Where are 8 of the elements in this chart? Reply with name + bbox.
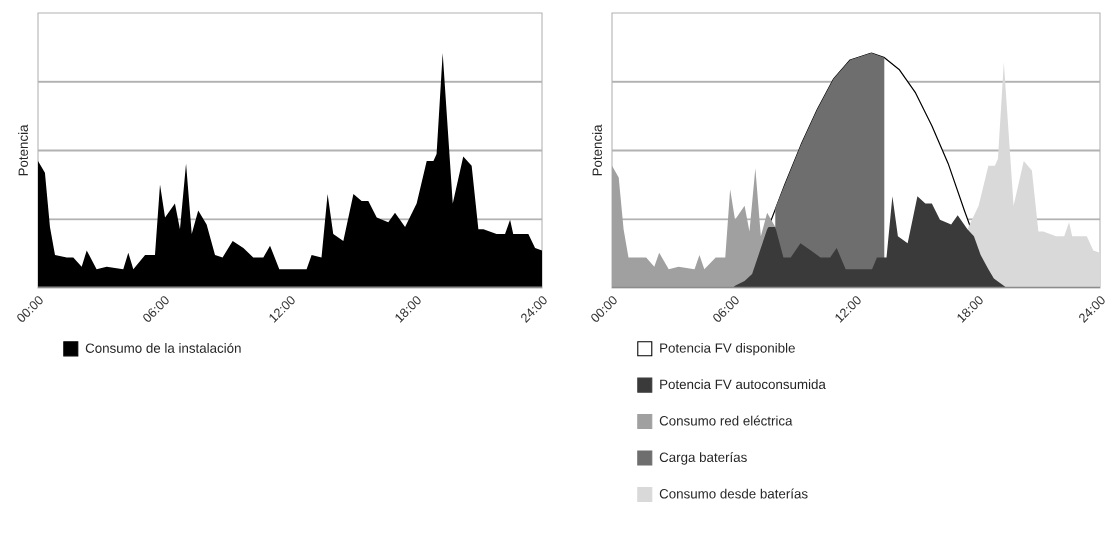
legend-label: Potencia FV autoconsumida (660, 379, 826, 390)
legend-label: Consumo desde baterías (659, 488, 808, 499)
legend-label: Consumo de la instalación (85, 342, 241, 353)
y-axis-title: Potencia (592, 124, 602, 176)
y-axis-title: Potencia (18, 124, 28, 176)
legend-label: Carga baterías (659, 452, 747, 465)
legend-label: Potencia FV disponible (660, 342, 795, 356)
legend-label: Consumo red eléctrica (659, 415, 793, 426)
